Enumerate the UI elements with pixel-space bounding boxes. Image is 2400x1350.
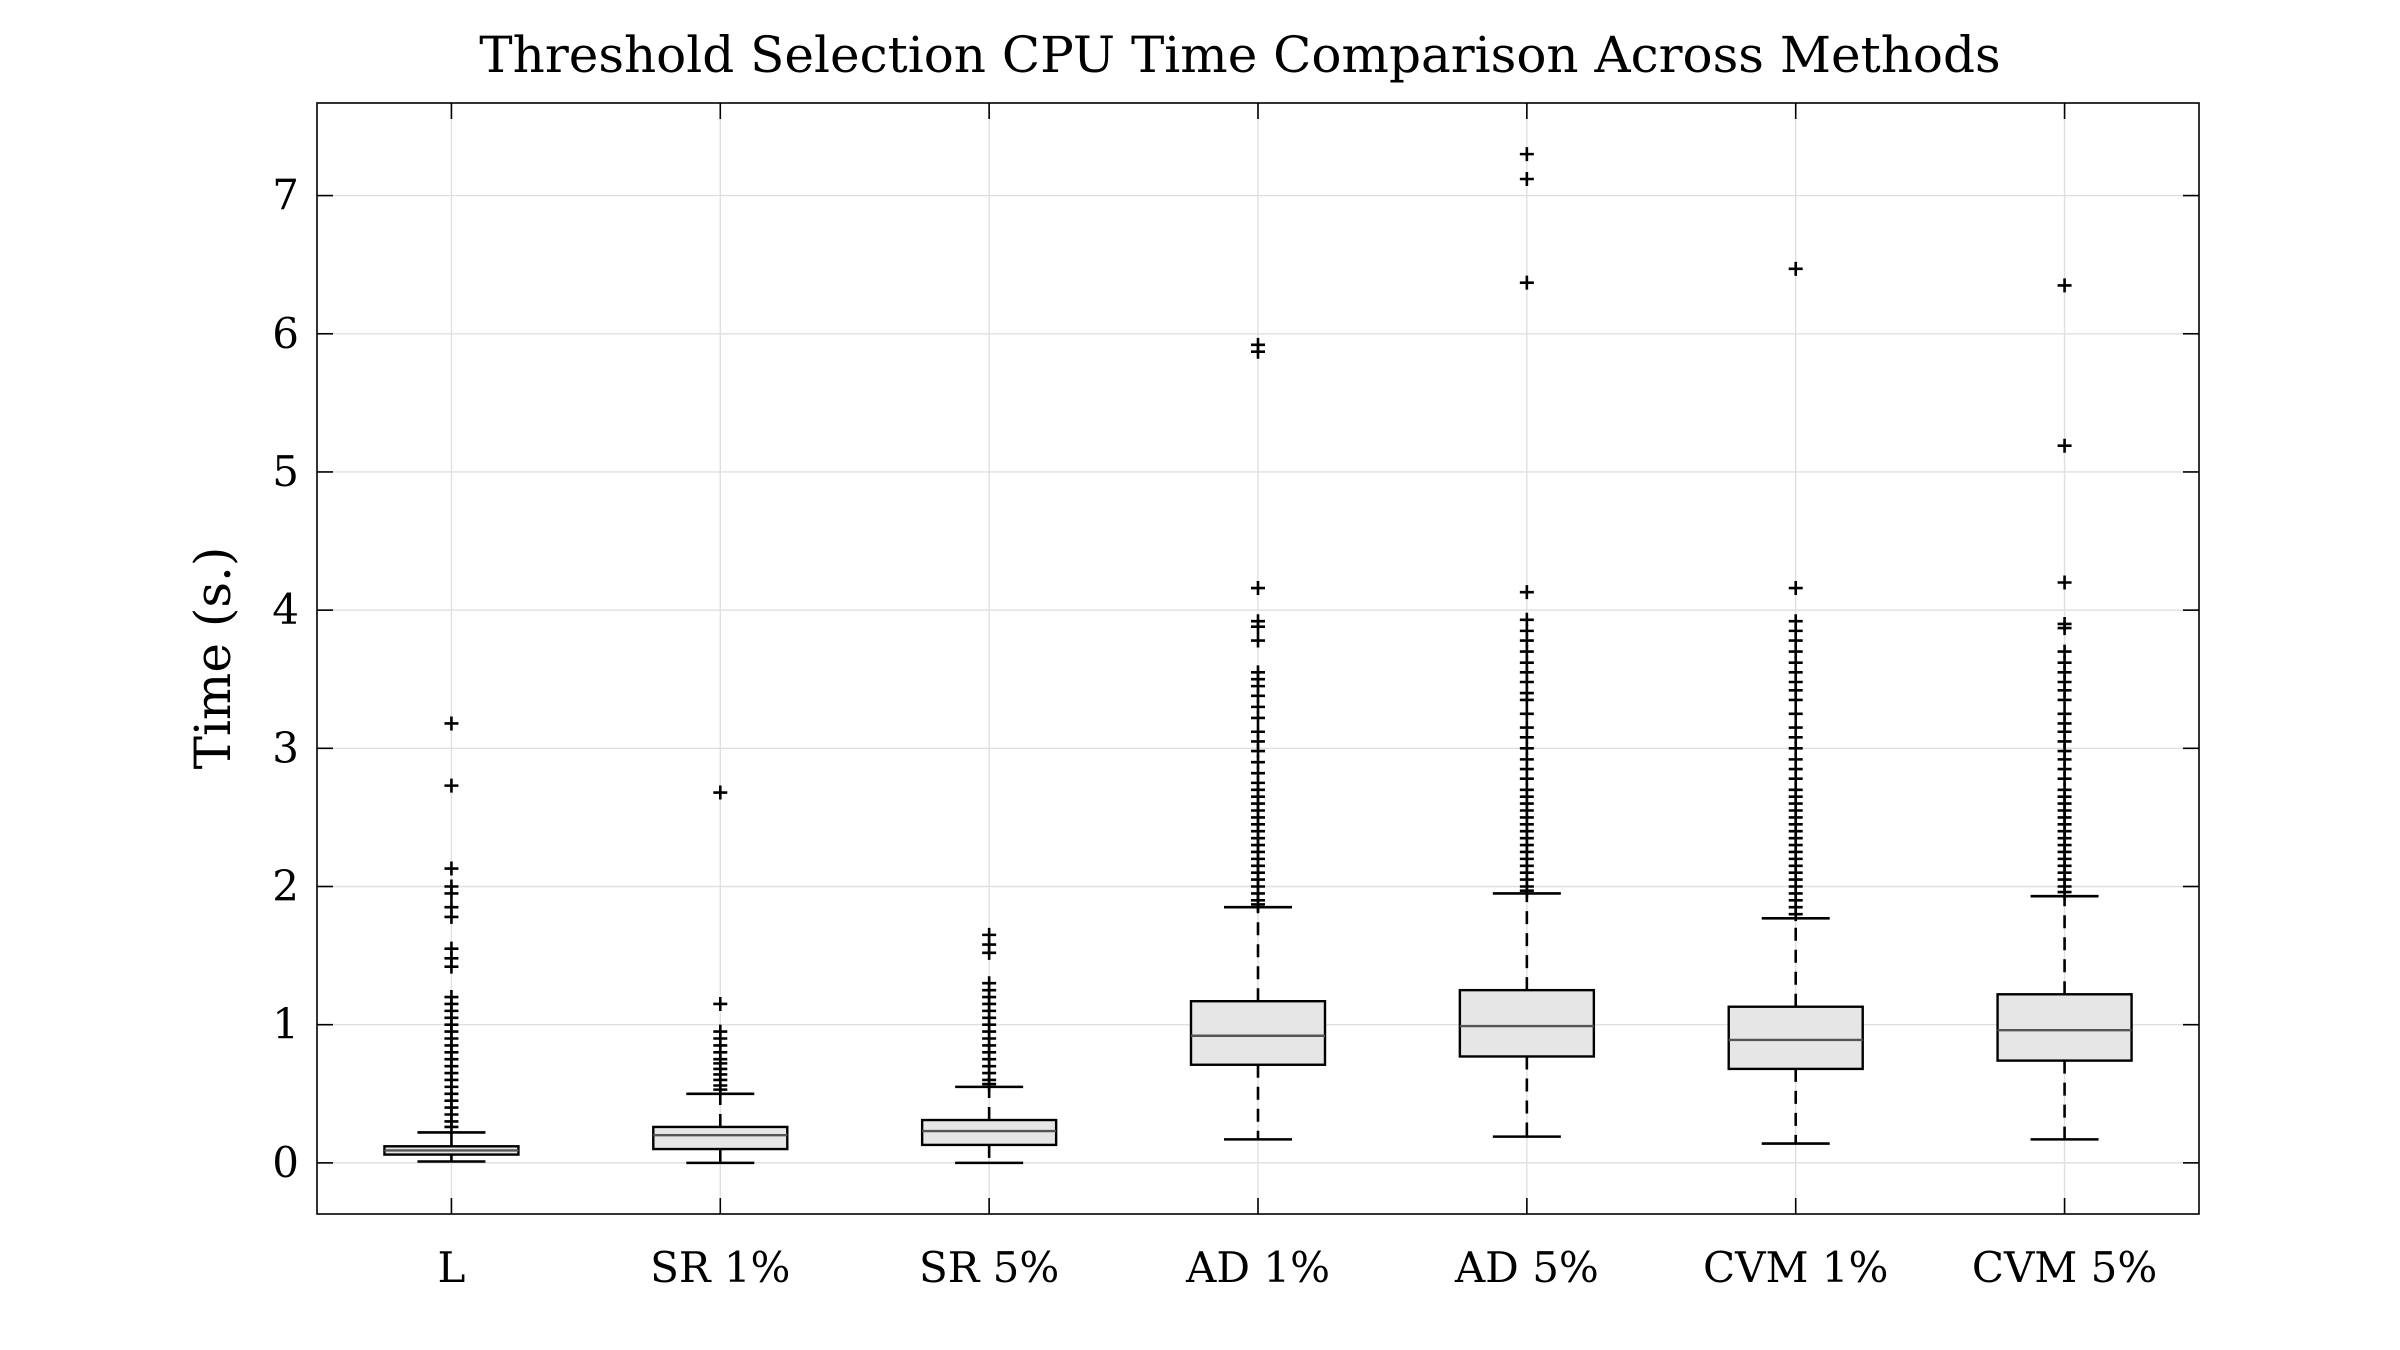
iqr-box — [1458, 988, 1596, 1058]
outlier-marker — [444, 716, 459, 731]
x-tick-label: SR 5% — [919, 1243, 1059, 1292]
outlier-marker — [1519, 706, 1534, 721]
outlier-marker — [1788, 692, 1803, 707]
box-sr-5- — [920, 927, 1058, 1165]
y-tick-label: 0 — [272, 1138, 299, 1187]
y-tick-label: 7 — [272, 171, 299, 220]
outlier-marker — [1788, 581, 1803, 596]
outlier-marker — [2057, 692, 2072, 707]
outlier-marker — [444, 886, 459, 901]
outlier-marker — [444, 909, 459, 924]
box-l — [383, 716, 520, 1163]
outlier-marker — [982, 1077, 997, 1092]
outlier-marker — [1519, 585, 1534, 600]
outlier-marker — [444, 861, 459, 876]
y-axis-label: Time (s.) — [184, 547, 242, 770]
outlier-marker — [713, 996, 728, 1011]
y-tick-label: 5 — [272, 447, 299, 496]
outlier-marker — [713, 1082, 728, 1097]
outlier-marker — [1519, 147, 1534, 162]
boxes — [383, 147, 2133, 1165]
chart-title: Threshold Selection CPU Time Comparison … — [479, 26, 2000, 84]
y-tick-label: 4 — [272, 585, 299, 634]
outlier-marker — [2057, 621, 2072, 636]
outlier-marker — [2057, 575, 2072, 590]
y-tick-label: 1 — [272, 1000, 299, 1049]
outlier-marker — [444, 1119, 459, 1134]
axis-ticks: 0 1 2 3 4 5 6 7 L SR 1% SR 5% AD 1% AD 5% CVM 1% CVM 5… — [272, 103, 2199, 1292]
iqr-box — [1189, 999, 1327, 1066]
outlier-marker — [444, 959, 459, 974]
iqr-box — [652, 1125, 789, 1151]
outlier-marker — [1251, 344, 1265, 359]
box-cvm-1- — [1727, 261, 1864, 1145]
outlier-marker — [713, 785, 728, 800]
y-tick-label: 6 — [272, 309, 299, 358]
x-tick-label: L — [437, 1243, 465, 1292]
outlier-marker — [444, 778, 459, 793]
outlier-marker — [1519, 172, 1534, 187]
box-cvm-5- — [1996, 278, 2133, 1141]
box-ad-1- — [1189, 337, 1327, 1141]
x-tick-label: AD 1% — [1185, 1243, 1330, 1292]
x-tick-label: AD 5% — [1454, 1243, 1599, 1292]
outlier-marker — [982, 945, 997, 960]
iqr-box — [1996, 993, 2133, 1062]
outlier-marker — [1519, 275, 1534, 290]
box-sr-1- — [652, 785, 789, 1165]
outlier-marker — [2057, 438, 2072, 453]
x-tick-label: SR 1% — [650, 1243, 790, 1292]
outlier-marker — [1251, 581, 1265, 596]
y-tick-label: 3 — [272, 723, 299, 772]
outlier-marker — [2057, 885, 2072, 900]
outlier-marker — [1251, 619, 1265, 634]
box-ad-5- — [1458, 147, 1596, 1138]
outlier-marker — [1519, 692, 1534, 707]
iqr-box — [920, 1118, 1058, 1147]
x-tick-label: CVM 5% — [1972, 1243, 2157, 1292]
iqr-box — [1727, 1005, 1864, 1071]
outlier-marker — [1251, 633, 1265, 648]
outlier-marker — [1788, 907, 1803, 922]
y-tick-label: 2 — [272, 862, 299, 911]
x-tick-label: CVM 1% — [1703, 1243, 1888, 1292]
outlier-marker — [1788, 261, 1803, 276]
outlier-marker — [1788, 706, 1803, 721]
outlier-marker — [1519, 883, 1534, 898]
outlier-marker — [2057, 278, 2072, 293]
outlier-marker — [1251, 897, 1265, 912]
outlier-marker — [1251, 710, 1265, 725]
